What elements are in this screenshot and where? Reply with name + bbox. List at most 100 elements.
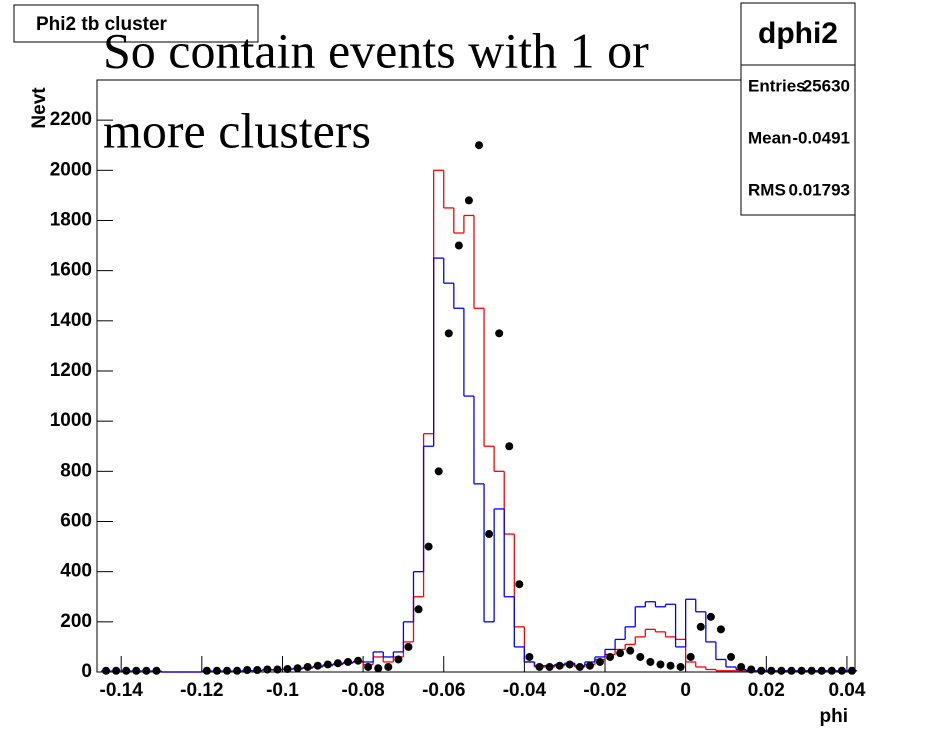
annotation: more clusters xyxy=(103,102,371,158)
data-point xyxy=(585,661,594,670)
data-point xyxy=(142,666,151,675)
y-tick-label: 400 xyxy=(60,561,92,582)
data-point xyxy=(333,659,342,668)
data-point xyxy=(827,666,836,675)
y-tick-label: 2200 xyxy=(50,109,92,130)
y-tick-label: 800 xyxy=(60,460,92,481)
stats-label: Entries xyxy=(748,76,806,95)
data-point xyxy=(727,652,736,661)
stats-title: dphi2 xyxy=(758,17,838,50)
data-point xyxy=(787,666,796,675)
data-point xyxy=(464,196,473,205)
stats-frame xyxy=(740,2,856,216)
x-tick-label: -0.02 xyxy=(583,680,626,701)
data-point xyxy=(132,666,141,675)
data-point xyxy=(374,664,383,673)
data-point xyxy=(696,622,705,631)
data-point xyxy=(364,662,373,671)
data-point xyxy=(646,657,655,666)
data-point xyxy=(394,655,403,664)
data-point xyxy=(606,652,615,661)
data-point xyxy=(263,665,272,674)
data-point xyxy=(475,141,484,150)
y-tick-label: 1800 xyxy=(50,209,92,230)
data-point xyxy=(626,646,635,655)
data-point xyxy=(233,666,242,675)
data-point xyxy=(595,657,604,666)
x-tick-label: -0.14 xyxy=(100,680,144,701)
data-point xyxy=(515,580,524,589)
stats-value: 0.01793 xyxy=(789,180,850,199)
data-point xyxy=(737,662,746,671)
y-tick-label: 1600 xyxy=(50,260,92,281)
x-tick-label: -0.04 xyxy=(503,680,547,701)
data-point xyxy=(273,665,282,674)
y-tick-label: 200 xyxy=(60,611,92,632)
data-point xyxy=(122,666,131,675)
y-tick-label: 2000 xyxy=(50,159,92,180)
data-point xyxy=(384,662,393,671)
y-axis-title: Nevt xyxy=(29,87,50,129)
data-point xyxy=(112,666,121,675)
data-point xyxy=(656,660,665,669)
data-point xyxy=(293,664,302,673)
data-point xyxy=(777,666,786,675)
plot-frame xyxy=(96,79,856,673)
data-point xyxy=(565,660,574,669)
chart-title: Phi2 tb cluster xyxy=(36,14,168,35)
y-tick-label: 0 xyxy=(81,661,92,682)
data-point xyxy=(535,662,544,671)
x-tick-label: 0.02 xyxy=(748,680,785,701)
data-point xyxy=(253,665,262,674)
y-tick-label: 1000 xyxy=(50,410,92,431)
data-point xyxy=(666,661,675,670)
y-tick-label: 1200 xyxy=(50,360,92,381)
data-point xyxy=(212,666,221,675)
data-point xyxy=(102,666,111,675)
x-tick-label: -0.1 xyxy=(266,680,299,701)
data-point xyxy=(757,666,766,675)
data-point xyxy=(797,666,806,675)
annotation: So contain events with 1 or xyxy=(103,22,649,78)
x-axis-title: phi xyxy=(820,706,849,727)
data-point xyxy=(817,666,826,675)
data-point xyxy=(323,660,332,669)
data-point xyxy=(343,657,352,666)
data-point xyxy=(716,625,725,634)
data-point xyxy=(676,662,685,671)
x-tick-label: -0.12 xyxy=(180,680,223,701)
data-point xyxy=(454,241,463,250)
data-point xyxy=(555,661,564,670)
data-point xyxy=(747,665,756,674)
data-point xyxy=(354,656,363,665)
data-point xyxy=(767,666,776,675)
data-point xyxy=(495,329,504,338)
data-point xyxy=(152,666,161,675)
data-point xyxy=(575,662,584,671)
data-point xyxy=(223,666,232,675)
data-point xyxy=(414,605,423,614)
x-tick-label: 0 xyxy=(680,680,691,701)
stats-value: -0.0491 xyxy=(792,128,850,147)
data-point xyxy=(485,530,494,539)
data-point xyxy=(404,642,413,651)
data-point xyxy=(444,329,453,338)
data-point xyxy=(424,542,433,551)
data-point xyxy=(837,666,846,675)
data-point xyxy=(686,652,695,661)
data-point xyxy=(616,649,625,658)
data-point xyxy=(313,661,322,670)
stats-label: RMS xyxy=(748,180,786,199)
data-point xyxy=(706,612,715,621)
y-tick-label: 1400 xyxy=(50,310,92,331)
data-point xyxy=(303,662,312,671)
data-point xyxy=(807,666,816,675)
stats-value: 25630 xyxy=(803,76,850,95)
data-point xyxy=(545,662,554,671)
x-tick-label: -0.08 xyxy=(341,680,384,701)
data-point xyxy=(636,652,645,661)
data-point xyxy=(243,665,252,674)
data-point xyxy=(283,664,292,673)
